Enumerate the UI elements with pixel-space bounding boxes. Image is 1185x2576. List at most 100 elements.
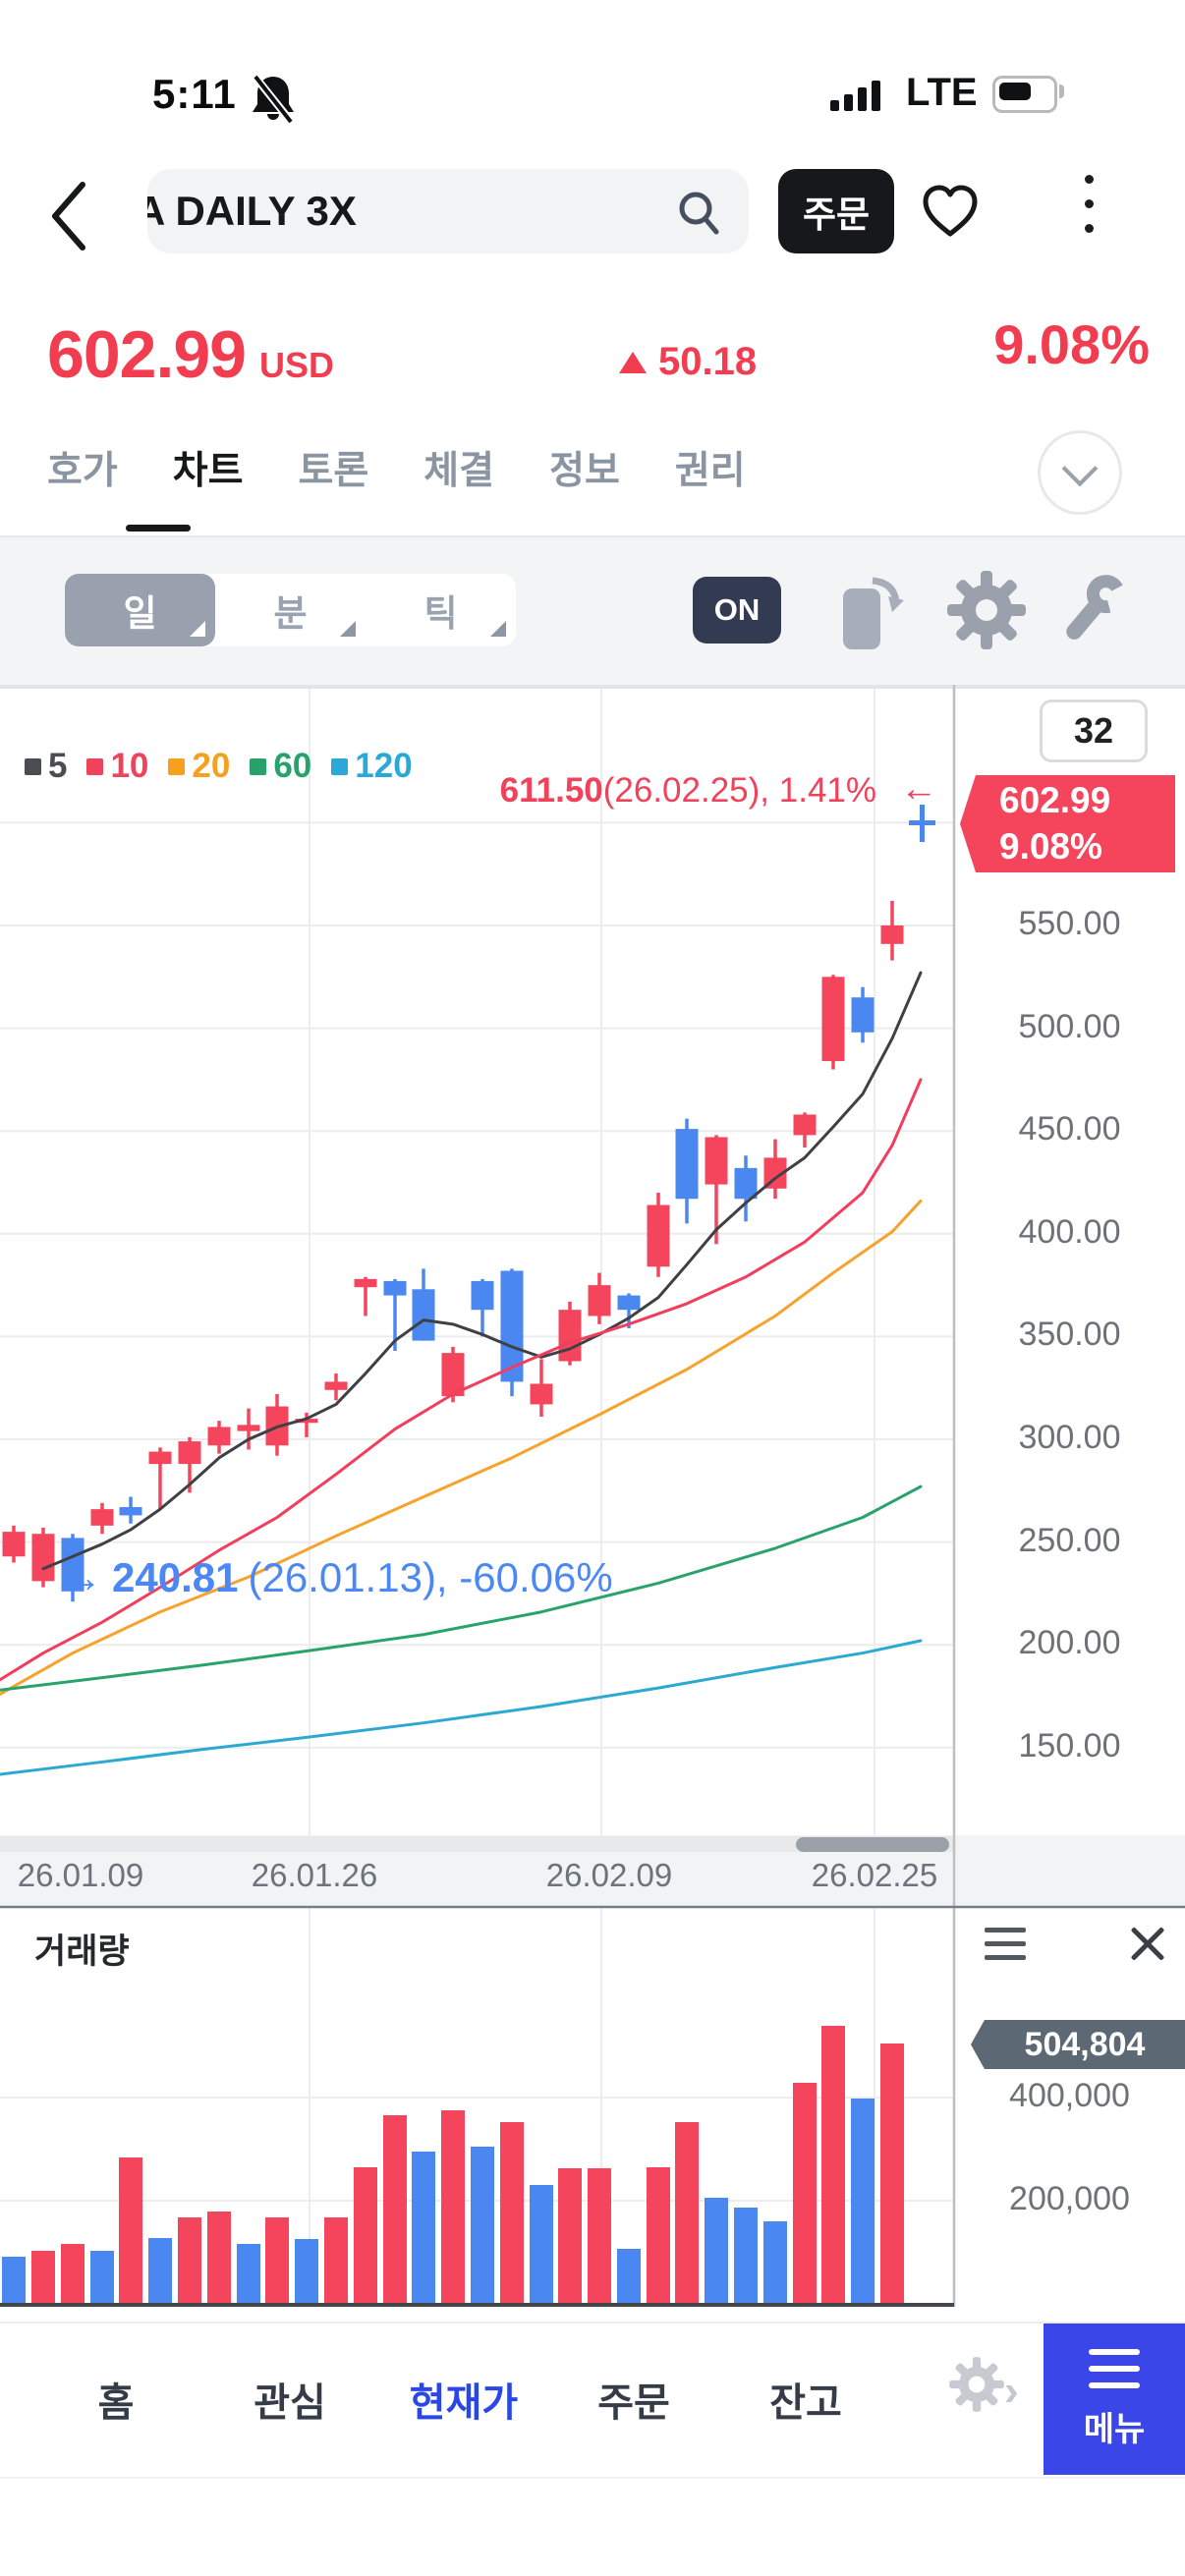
battery-icon xyxy=(992,76,1057,113)
nav-home[interactable]: 홈 xyxy=(97,2381,135,2425)
volume-bar xyxy=(324,2217,348,2304)
price-change: 50.18 xyxy=(619,340,757,384)
nav-order[interactable]: 주문 xyxy=(597,2381,670,2425)
candle-body xyxy=(354,1278,377,1288)
section-tabs: 호가 차트 토론 체결 정보 권리 xyxy=(47,440,746,521)
candle-body xyxy=(675,1129,699,1200)
tab-fills[interactable]: 체결 xyxy=(423,450,495,492)
price-axis-label: 500.00 xyxy=(1018,1007,1121,1045)
currency-label: USD xyxy=(258,345,334,385)
volume-bar xyxy=(647,2166,670,2304)
back-button[interactable] xyxy=(47,179,90,253)
candle-body xyxy=(530,1383,553,1405)
price-axis-label: 350.00 xyxy=(1018,1316,1121,1354)
volume-bar xyxy=(31,2250,55,2304)
candlestick-chart-canvas[interactable] xyxy=(0,685,1185,2307)
date-axis-label: 26.01.26 xyxy=(251,1857,378,1893)
nav-balance[interactable]: 잔고 xyxy=(769,2381,842,2425)
battery-nub xyxy=(1059,84,1064,98)
volume-bar xyxy=(207,2212,231,2304)
realtime-on-toggle[interactable]: ON xyxy=(693,577,781,644)
ma-line-ma20 xyxy=(0,1199,923,1696)
legend-swatch xyxy=(25,757,41,775)
timeframe-tick-button[interactable]: 틱 xyxy=(366,574,516,646)
timeframe-segmented-control: 일 분 틱 xyxy=(65,574,516,646)
volume-bar xyxy=(793,2082,817,2304)
price-axis-label: 400.00 xyxy=(1018,1212,1121,1251)
settings-gear-icon[interactable]: (function(){var g=document.getElementByI… xyxy=(941,565,1032,655)
current-price: 602.99 xyxy=(47,317,247,392)
quick-settings-gear-icon[interactable]: (function(){var g=document.getElementByI… xyxy=(945,2353,1008,2416)
ma-line-ma60 xyxy=(0,1484,923,1692)
stock-search-field[interactable]: A DAILY 3X xyxy=(147,169,749,253)
menu-button[interactable]: 메뉴 xyxy=(1044,2324,1185,2475)
price-axis-label: 550.00 xyxy=(1018,905,1121,942)
status-time: 5:11 xyxy=(152,71,237,117)
period-high-annotation: 611.50(26.02.25), 1.41% xyxy=(499,771,876,810)
expand-tabs-button[interactable] xyxy=(1038,430,1122,515)
volume-pane-title: 거래량 xyxy=(34,1932,130,1971)
up-triangle-icon xyxy=(619,351,647,373)
volume-bar xyxy=(588,2167,611,2304)
tools-wrench-icon[interactable] xyxy=(1045,567,1136,657)
candle-count-box[interactable]: 32 xyxy=(1040,700,1148,762)
legend-label: 20 xyxy=(192,747,231,785)
volume-bar xyxy=(617,2248,641,2304)
search-icon[interactable] xyxy=(676,189,721,236)
rotate-screen-icon[interactable] xyxy=(833,567,912,657)
tab-hoga[interactable]: 호가 xyxy=(47,450,118,492)
legend-label: 5 xyxy=(48,747,68,785)
volume-bar xyxy=(558,2167,582,2304)
candle-body xyxy=(441,1353,465,1397)
ma-legend-item: 10 xyxy=(86,747,148,786)
date-axis-label: 26.02.25 xyxy=(811,1857,938,1893)
price-header: 602.99 USD xyxy=(47,316,334,393)
volume-bar xyxy=(90,2250,114,2304)
favorite-heart-icon[interactable] xyxy=(920,183,981,240)
legend-swatch xyxy=(250,757,267,775)
more-menu-icon[interactable] xyxy=(1085,175,1097,233)
candle-body xyxy=(2,1532,26,1557)
chevron-down-icon xyxy=(1061,450,1099,487)
date-axis-label: 26.01.09 xyxy=(17,1857,144,1893)
price-axis-label: 250.00 xyxy=(1018,1521,1121,1559)
chart-scrollbar-track[interactable] xyxy=(0,1836,954,1852)
chart-scrollbar-thumb[interactable] xyxy=(796,1837,949,1852)
volume-bar xyxy=(675,2121,699,2304)
volume-bar xyxy=(734,2207,758,2304)
volume-bar xyxy=(705,2198,728,2304)
tab-discussion[interactable]: 토론 xyxy=(298,450,369,492)
tab-info[interactable]: 정보 xyxy=(549,450,620,492)
chart-toolbar: 일 분 틱 ON (function(){var g=document.getE… xyxy=(0,535,1185,689)
volume-menu-icon[interactable] xyxy=(985,1928,1026,1960)
candle-body xyxy=(207,1427,231,1446)
volume-bar xyxy=(412,2152,435,2304)
legend-swatch xyxy=(331,757,349,775)
volume-bar xyxy=(471,2146,494,2304)
candle-body xyxy=(705,1137,728,1185)
volume-bar xyxy=(295,2239,318,2304)
timeframe-day-button[interactable]: 일 xyxy=(65,574,215,646)
ma-line-ma5 xyxy=(41,971,923,1571)
corner-triangle-icon xyxy=(340,621,356,637)
price-axis-label: 300.00 xyxy=(1018,1419,1121,1456)
candle-body xyxy=(90,1509,114,1526)
price-axis-label: 150.00 xyxy=(1018,1726,1121,1764)
tab-chart[interactable]: 차트 xyxy=(172,450,244,492)
ma-legend-item: 20 xyxy=(168,747,230,786)
timeframe-minute-button[interactable]: 분 xyxy=(215,574,366,646)
candle-body xyxy=(821,977,845,1062)
nav-current-price[interactable]: 현재가 xyxy=(409,2381,519,2425)
price-axis-label: 450.00 xyxy=(1018,1110,1121,1148)
candle-body xyxy=(763,1157,787,1189)
order-button[interactable]: 주문 xyxy=(778,169,894,253)
volume-bar xyxy=(148,2238,172,2304)
volume-close-icon[interactable] xyxy=(1126,1922,1169,1965)
volume-bar xyxy=(530,2184,553,2304)
period-low-annotation: → 240.81 (26.01.13), -60.06% xyxy=(61,1554,613,1600)
nav-watchlist[interactable]: 관심 xyxy=(254,2381,326,2425)
chevron-right-icon[interactable]: › xyxy=(1004,2367,1019,2415)
tab-rights[interactable]: 권리 xyxy=(674,450,746,492)
volume-bar xyxy=(763,2221,787,2304)
